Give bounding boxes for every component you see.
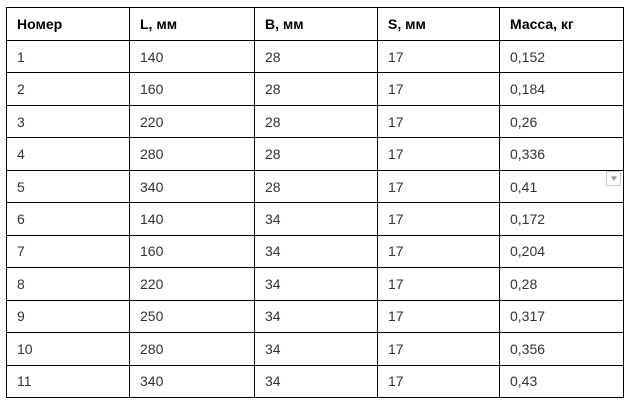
column-header-thickness: S, мм [377,7,500,41]
table-cell: 280 [129,332,255,366]
table-row: 2 160 28 17 0,184 [6,72,624,106]
column-header-number: Номер [6,7,130,41]
table-cell: 10 [6,332,130,366]
table-cell: 17 [377,72,500,106]
table-cell: 34 [254,234,378,269]
table-cell: 17 [377,39,500,74]
table-cell: 17 [377,234,500,269]
table-cell: 34 [254,364,378,399]
table-row: 9 250 34 17 0,317 [6,299,624,334]
table-body: 1 140 28 17 0,152 2 160 28 17 0,184 3 220 28 17 0,26 4 2… [6,39,624,399]
table-cell: 17 [377,267,500,301]
table-cell: 0,43 [499,364,624,399]
table-row: 8 220 34 17 0,28 [6,267,624,301]
table-row: 10 280 34 17 0,356 [6,332,624,366]
table-cell: 0,184 [499,72,624,106]
table-cell: 17 [377,299,500,334]
table-cell: 34 [254,299,378,334]
table-cell: 0,317 [499,299,624,334]
table-cell: 140 [129,202,255,236]
table-cell: 0,152 [499,39,624,74]
table-row: 4 280 28 17 0,336 [6,137,624,171]
table-cell: 0,204 [499,234,624,269]
table-row: 1 140 28 17 0,152 [6,39,624,74]
table-cell: 0,28 [499,267,624,301]
table-cell: 340 [129,169,255,204]
table-cell: 1 [6,39,130,74]
table-cell: 220 [129,267,255,301]
table-cell: 17 [377,104,500,139]
table-cell: 28 [254,104,378,139]
table-cell: 17 [377,137,500,171]
table-cell: 34 [254,202,378,236]
table-cell: 4 [6,137,130,171]
table-cell: 11 [6,364,130,399]
table-cell: 220 [129,104,255,139]
table-cell: 28 [254,137,378,171]
table-cell: 0,41 [499,169,624,204]
table-cell: 28 [254,39,378,74]
table-cell: 340 [129,364,255,399]
table-cell: 6 [6,202,130,236]
table-row: 3 220 28 17 0,26 [6,104,624,139]
column-header-width: B, мм [254,7,378,41]
table-row: 5 340 28 17 0,41 [6,169,624,204]
table-cell: 17 [377,202,500,236]
table-cell: 0,356 [499,332,624,366]
table-row: 11 340 34 17 0,43 [6,364,624,399]
table-cell: 160 [129,234,255,269]
table-cell: 28 [254,72,378,106]
table-cell: 17 [377,169,500,204]
table-cell: 140 [129,39,255,74]
table-cell: 34 [254,332,378,366]
table-cell: 5 [6,169,130,204]
column-header-mass: Масса, кг [499,7,624,41]
table-cell: 280 [129,137,255,171]
table-cell: 9 [6,299,130,334]
table-cell: 7 [6,234,130,269]
table-cell: 17 [377,364,500,399]
table-cell: 3 [6,104,130,139]
table-cell: 17 [377,332,500,366]
table-cell: 28 [254,169,378,204]
table-cell: 34 [254,267,378,301]
dimensions-table: Номер L, мм B, мм S, мм Масса, кг 1 140 28… [6,7,624,399]
dropdown-arrow-button[interactable]: ▼ [606,171,621,186]
table-cell: 0,336 [499,137,624,171]
table-cell: 0,26 [499,104,624,139]
table-cell: 250 [129,299,255,334]
column-header-length: L, мм [129,7,255,41]
table-header-row: Номер L, мм B, мм S, мм Масса, кг [6,7,624,41]
table-cell: 0,172 [499,202,624,236]
table-row: 7 160 34 17 0,204 [6,234,624,269]
chevron-down-icon: ▼ [608,173,619,183]
table-cell: 160 [129,72,255,106]
table-cell: 2 [6,72,130,106]
table-row: 6 140 34 17 0,172 [6,202,624,236]
table-cell: 8 [6,267,130,301]
